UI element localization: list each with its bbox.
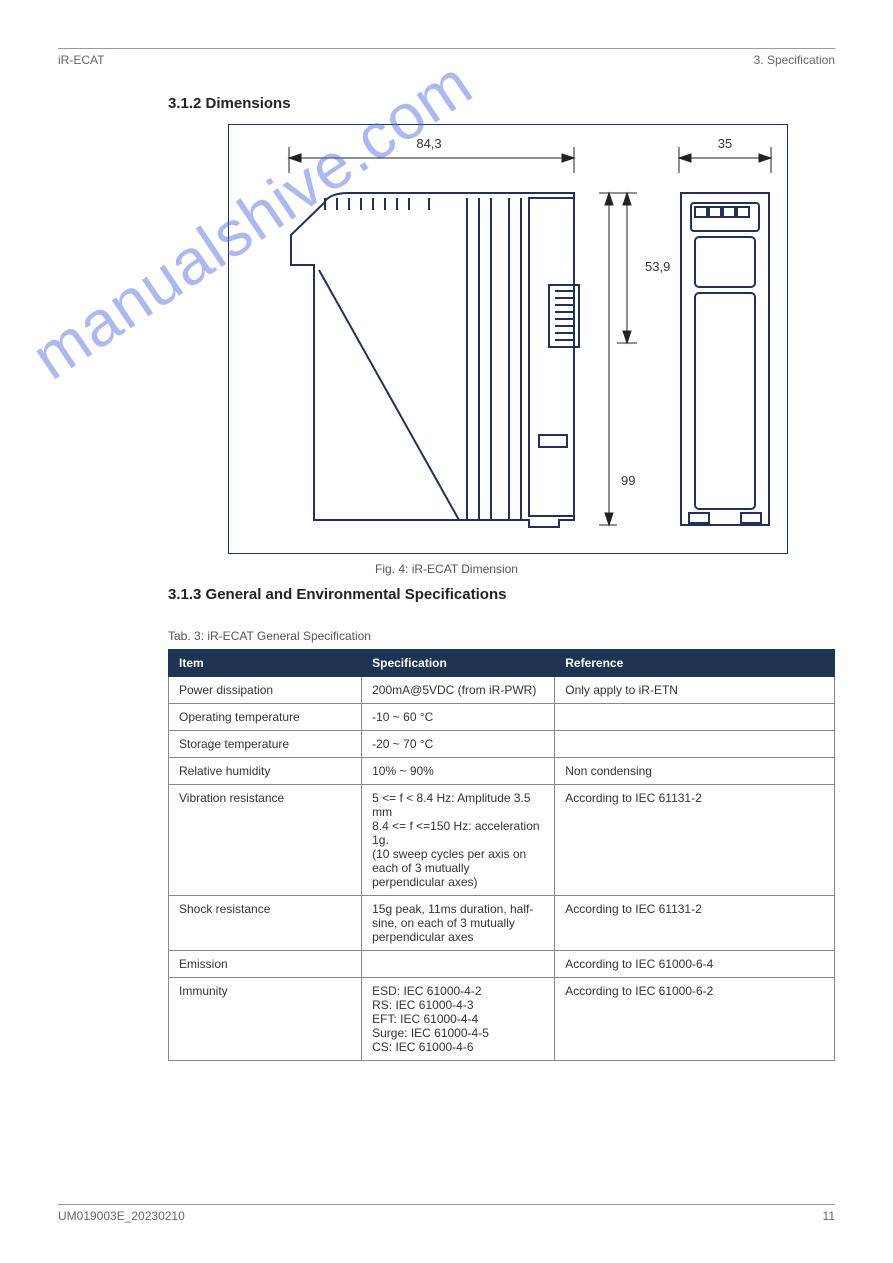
table-row: Storage temperature-20 ~ 70 °C	[169, 731, 835, 758]
dim-side-lower-label: 99	[621, 473, 635, 488]
table-cell: Operating temperature	[169, 704, 362, 731]
table-header-item: Item	[169, 650, 362, 677]
spec-table: Item Specification Reference Power dissi…	[168, 649, 835, 1061]
table-cell: Only apply to iR-ETN	[555, 677, 835, 704]
dimension-figure: 84,3 35 53,9 99	[228, 124, 788, 554]
table-row: Operating temperature-10 ~ 60 °C	[169, 704, 835, 731]
table-cell: According to IEC 61131-2	[555, 785, 835, 896]
header-left: iR-ECAT	[58, 53, 104, 67]
table-cell: Storage temperature	[169, 731, 362, 758]
table-row: ImmunityESD: IEC 61000-4-2 RS: IEC 61000…	[169, 978, 835, 1061]
table-cell	[362, 951, 555, 978]
table-cell: 15g peak, 11ms duration, half-sine, on e…	[362, 896, 555, 951]
table-cell: Non condensing	[555, 758, 835, 785]
table-cell: Power dissipation	[169, 677, 362, 704]
table-cell: 5 <= f < 8.4 Hz: Amplitude 3.5 mm 8.4 <=…	[362, 785, 555, 896]
table-row: Relative humidity10% ~ 90%Non condensing	[169, 758, 835, 785]
table-cell: Immunity	[169, 978, 362, 1061]
table-header-row: Item Specification Reference	[169, 650, 835, 677]
table-row: Power dissipation200mA@5VDC (from iR-PWR…	[169, 677, 835, 704]
table-row: Shock resistance15g peak, 11ms duration,…	[169, 896, 835, 951]
header-right: 3. Specification	[754, 53, 835, 67]
page-header: iR-ECAT 3. Specification	[58, 53, 835, 67]
table-header-spec: Specification	[362, 650, 555, 677]
dim-top-left-label: 84,3	[416, 136, 441, 151]
table-cell: -10 ~ 60 °C	[362, 704, 555, 731]
table-caption: Tab. 3: iR-ECAT General Specification	[168, 629, 835, 643]
table-cell	[555, 731, 835, 758]
table-row: Emission According to IEC 61000-6-4	[169, 951, 835, 978]
table-cell: 10% ~ 90%	[362, 758, 555, 785]
footer-rule	[58, 1204, 835, 1205]
dim-top-right-label: 35	[718, 136, 732, 151]
figure-caption: Fig. 4: iR-ECAT Dimension	[58, 562, 835, 576]
table-cell: ESD: IEC 61000-4-2 RS: IEC 61000-4-3 EFT…	[362, 978, 555, 1061]
table-cell: 200mA@5VDC (from iR-PWR)	[362, 677, 555, 704]
header-rule	[58, 48, 835, 49]
table-cell: Vibration resistance	[169, 785, 362, 896]
table-cell: Shock resistance	[169, 896, 362, 951]
table-cell: According to IEC 61131-2	[555, 896, 835, 951]
dimension-svg: 84,3 35 53,9 99	[229, 125, 789, 555]
table-cell: Relative humidity	[169, 758, 362, 785]
footer-right: 11	[823, 1209, 835, 1223]
table-cell: -20 ~ 70 °C	[362, 731, 555, 758]
table-cell: According to IEC 61000-6-4	[555, 951, 835, 978]
dimensions-heading: 3.1.2 Dimensions	[168, 95, 835, 112]
table-cell	[555, 704, 835, 731]
footer-left: UM019003E_20230210	[58, 1209, 185, 1223]
page-footer: UM019003E_20230210 11	[58, 1204, 835, 1223]
spec-heading: 3.1.3 General and Environmental Specific…	[168, 586, 835, 603]
table-row: Vibration resistance5 <= f < 8.4 Hz: Amp…	[169, 785, 835, 896]
table-header-ref: Reference	[555, 650, 835, 677]
table-cell: Emission	[169, 951, 362, 978]
table-cell: According to IEC 61000-6-2	[555, 978, 835, 1061]
dim-side-upper-label: 53,9	[645, 259, 670, 274]
spec-table-body: Power dissipation200mA@5VDC (from iR-PWR…	[169, 677, 835, 1061]
